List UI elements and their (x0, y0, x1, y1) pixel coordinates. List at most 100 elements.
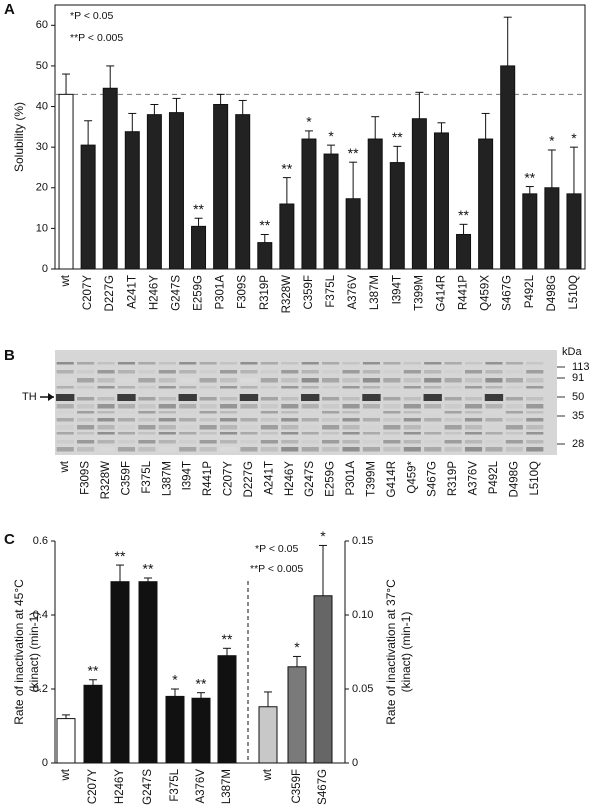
y2-axis-label: Rate of inactivation at 37°C (384, 579, 398, 725)
gel-band (526, 362, 544, 365)
bar (56, 718, 76, 764)
x-tick-label: wt (262, 768, 274, 781)
gel-band (179, 411, 197, 414)
annotation: **P < 0.005 (250, 563, 303, 575)
significance-label: ** (392, 129, 403, 145)
gel-band (138, 404, 156, 409)
y-tick-label: 20 (36, 182, 48, 194)
gel-band (485, 440, 503, 444)
gel-band (97, 432, 115, 435)
gel-band (464, 386, 483, 389)
gel-band (403, 418, 421, 422)
gel-band (526, 411, 544, 414)
y-tick-label: 0.4 (33, 609, 48, 621)
gel-band (424, 404, 442, 409)
x-tick-label: R441P (458, 275, 470, 310)
gel-band (485, 370, 503, 374)
gel-band (240, 378, 258, 383)
gel-band (424, 447, 442, 452)
x-tick-label: A376V (347, 275, 359, 310)
gel-band (342, 397, 360, 401)
gel-band (362, 447, 381, 452)
gel-band (342, 362, 360, 365)
gel-band (219, 362, 238, 365)
x-tick-label: D498G (546, 275, 558, 311)
gel-band (281, 397, 299, 401)
gel-band (199, 378, 217, 383)
x-tick-label: T399M (413, 275, 425, 311)
gel-band (322, 386, 340, 389)
lane-label: P301A (345, 461, 357, 496)
x-tick-label: L387M (221, 769, 233, 804)
gel-band (362, 418, 381, 422)
gel-band (219, 370, 238, 374)
x-tick-label: G247S (142, 769, 154, 805)
x-tick-label: C207Y (87, 769, 99, 804)
gel-band (179, 386, 197, 389)
bar (213, 104, 229, 270)
panel-letter: B (4, 347, 15, 364)
gel-band (464, 418, 483, 422)
gel-band (526, 404, 544, 409)
gel-band (403, 411, 421, 414)
gel-band (464, 378, 483, 383)
gel-band (138, 425, 156, 430)
bar (456, 233, 472, 270)
gel-band (383, 418, 401, 422)
bar (389, 162, 405, 270)
gel-band (179, 418, 197, 422)
gel-band (138, 432, 156, 435)
gel-band (526, 425, 544, 430)
gel-band (117, 418, 136, 422)
gel-band (179, 404, 197, 409)
lane-label: C359F (120, 461, 132, 496)
gel-band (281, 411, 299, 414)
gel-band (301, 411, 319, 414)
gel-band (117, 394, 136, 401)
gel-band (199, 397, 217, 401)
lane-label: G414R (386, 461, 398, 497)
bar (124, 131, 140, 270)
gel-band (179, 425, 197, 430)
gel-band (505, 404, 523, 409)
gel-band (97, 411, 115, 414)
gel-band (322, 418, 340, 422)
gel-band (138, 370, 156, 374)
gel-band (77, 432, 95, 435)
lane-label: S467G (427, 461, 439, 497)
gel-band (260, 386, 278, 389)
gel-band (342, 378, 360, 383)
lane-label: C207Y (223, 461, 235, 496)
gel-band (158, 432, 176, 435)
x-tick-label: I394T (391, 275, 403, 304)
gel-band (464, 432, 483, 435)
gel-band (77, 362, 95, 365)
gel-band (383, 411, 401, 414)
gel-band (485, 378, 503, 383)
x-tick-label: P301A (215, 275, 227, 310)
gel-band (526, 440, 544, 444)
gel-band (464, 404, 483, 409)
gel-band (505, 411, 523, 414)
significance-label: ** (115, 548, 126, 564)
gel-band (505, 397, 523, 401)
gel-band (485, 425, 503, 430)
gel-band (260, 440, 278, 444)
y-tick-label: 0 (42, 757, 48, 769)
gel-band (464, 370, 483, 374)
lane-label: L510Q (529, 461, 541, 496)
gel-band (219, 425, 238, 430)
annotation: *P < 0.05 (70, 10, 113, 22)
gel-band (322, 397, 340, 401)
gel-band (485, 432, 503, 435)
gel-band (97, 447, 115, 452)
gel-band (239, 394, 259, 401)
bar (257, 242, 273, 270)
gel-band (97, 418, 115, 422)
gel-band (526, 397, 544, 401)
gel-band (301, 386, 319, 389)
gel-band (485, 418, 503, 422)
bar (138, 581, 158, 764)
gel-band (240, 386, 258, 389)
gel-band (322, 362, 340, 365)
